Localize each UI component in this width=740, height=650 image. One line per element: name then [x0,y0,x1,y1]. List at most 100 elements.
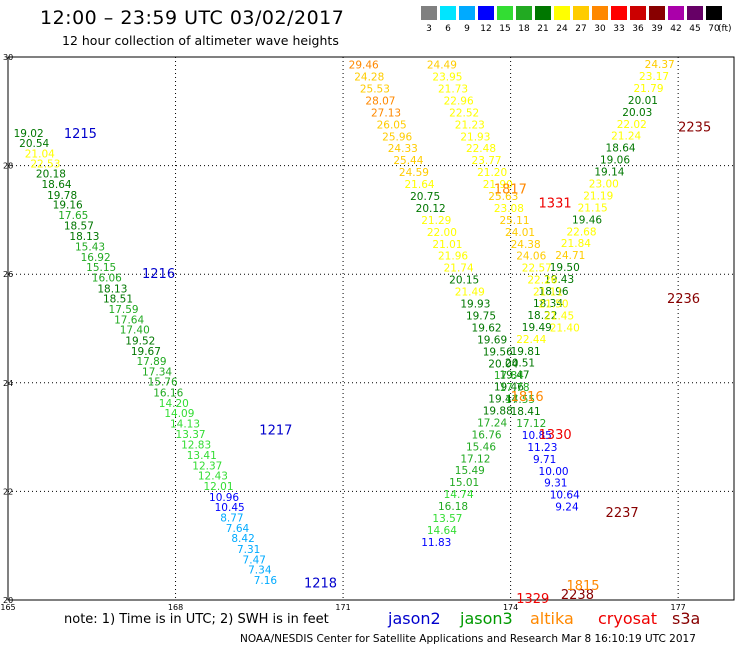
wave-height-value: 23.95 [432,72,462,84]
wave-height-value: 19.46 [494,382,524,394]
wave-height-value: 21.45 [544,310,574,322]
color-scale-label: 21 [537,24,549,34]
wave-height-plot: 165 168 171 174 17720222426283019.0220.5421.… [0,53,735,610]
pass-time-label: 2238 [561,588,594,603]
color-scale-label: 27 [575,24,587,34]
wave-height-value: 14.20 [159,398,189,410]
wave-height-value: 12.43 [198,471,228,483]
color-scale-label: 45 [689,24,701,34]
y-tick-label: 28 [3,162,13,171]
wave-height-value: 17.64 [114,314,144,326]
color-scale-swatch [535,6,551,20]
wave-height-value: 21.93 [460,131,490,143]
pass-time-label: 1331 [539,197,572,212]
wave-height-value: 7.31 [237,544,260,556]
wave-height-value: 20.03 [622,107,652,119]
color-scale-label: 70 [708,24,720,34]
wave-height-value: 19.67 [131,346,161,358]
wave-height-value: 12.83 [181,440,211,452]
wave-height-value: 19.16 [53,200,83,212]
wave-height-value: 18.64 [42,179,72,191]
color-scale-swatch [421,6,437,20]
color-scale-swatch [668,6,684,20]
x-tick-label: 174 [503,603,518,610]
satellite-legend-jason3: jason3 [460,609,513,628]
wave-height-value: 20.51 [505,358,535,370]
wave-height-value: 19.47 [499,370,529,382]
wave-height-value: 25.11 [499,215,529,227]
wave-height-value: 24.28 [354,72,384,84]
wave-height-value: 21.49 [455,287,485,299]
wave-height-value: 20.04 [488,358,518,370]
wave-height-value: 8.42 [231,533,254,545]
wave-height-value: 18.22 [527,310,557,322]
wave-height-value: 21.96 [438,251,468,263]
wave-height-value: 25.63 [488,191,518,203]
color-scale-label: 39 [651,24,663,34]
wave-height-value: 20.15 [449,275,479,287]
color-scale-swatch [478,6,494,20]
wave-height-value: 17.89 [136,356,166,368]
pass-time-label: 1218 [304,577,337,592]
color-scale-unit: (ft) [718,24,732,34]
wave-height-value: 12.01 [203,481,233,493]
wave-height-value: 19.06 [600,155,630,167]
footer-note: note: 1) Time is in UTC; 2) SWH is in fe… [64,612,329,627]
wave-height-value: 19.14 [594,167,624,179]
wave-height-value: 16.76 [472,429,502,441]
color-scale-swatch [554,6,570,20]
y-tick-label: 22 [3,487,13,496]
wave-height-value: 24.01 [505,227,535,239]
pass-time-label: 1216 [142,267,175,282]
wave-height-value: 15.01 [449,477,479,489]
pass-time-label: 2237 [606,506,639,521]
satellite-legend-s3a: s3a [672,609,701,628]
wave-height-value: 18.13 [97,283,127,295]
pass-time-label: 2235 [678,121,711,136]
wave-height-value: 22.68 [566,226,596,238]
wave-height-value: 13.37 [176,429,206,441]
wave-height-value: 8.77 [220,512,243,524]
chart-title: 12:00 – 23:59 UTC 03/02/2017 [40,7,345,29]
color-scale-label: 18 [518,24,530,34]
color-scale-label: 24 [556,24,568,34]
wave-height-value: 22.26 [527,275,557,287]
wave-height-value: 19.46 [572,214,602,226]
plot-frame [7,56,735,601]
pass-time-label: 1816 [511,390,544,405]
wave-height-value: 10.00 [539,466,569,478]
color-scale-swatch [592,6,608,20]
wave-height-value: 20.18 [36,169,66,181]
wave-height-value: 13.57 [432,513,462,525]
wave-height-value: 21.19 [583,190,613,202]
wave-height-value: 19.44 [488,394,518,406]
wave-height-value: 11.83 [421,537,451,549]
wave-height-value: 19.52 [125,335,155,347]
wave-height-value: 24.59 [399,167,429,179]
pass-time-label: 1815 [566,579,599,594]
wave-height-value: 25.53 [360,83,390,95]
wave-height-value: 17.84 [494,370,524,382]
wave-height-value: 15.76 [148,377,178,389]
wave-height-value: 23.00 [589,179,619,191]
wave-height-value: 21.84 [561,238,591,250]
color-scale-swatch [440,6,456,20]
wave-height-value: 19.78 [47,190,77,202]
wave-height-value: 15.15 [86,262,116,274]
chart-subtitle: 12 hour collection of altimeter wave hei… [62,33,339,48]
wave-height-value: 9.31 [544,478,567,490]
satellite-legend-cryosat: cryosat [598,609,658,628]
wave-height-value: 21.15 [578,202,608,214]
wave-height-value: 19.88 [483,405,513,417]
wave-height-value: 7.64 [226,523,250,535]
satellite-legend-altika: altika [530,609,574,628]
wave-height-value: 11.23 [527,442,557,454]
wave-height-value: 20.75 [410,191,440,203]
wave-height-value: 17.65 [58,210,88,222]
color-scale-label: 12 [480,24,492,34]
wave-height-value: 24.06 [516,251,546,263]
wave-height-value: 22.02 [617,119,647,131]
wave-height-value: 18.41 [511,406,541,418]
wave-height-value: 19.43 [544,274,574,286]
wave-height-value: 21.01 [432,239,462,251]
